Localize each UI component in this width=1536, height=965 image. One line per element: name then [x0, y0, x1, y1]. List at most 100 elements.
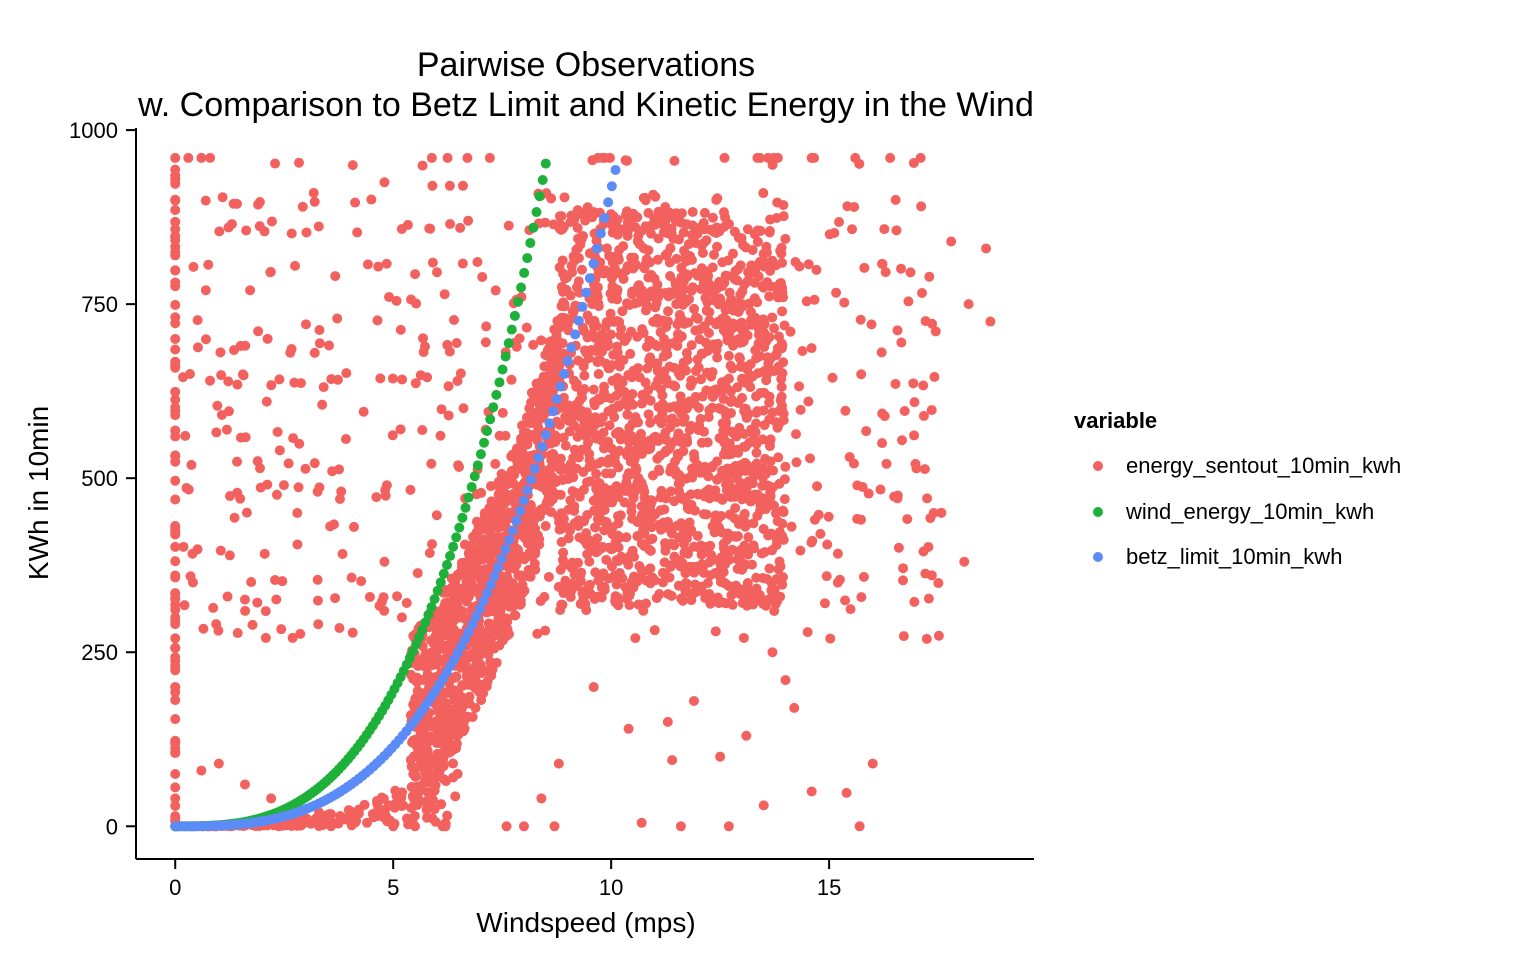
observation-point: [631, 464, 642, 475]
observation-point: [772, 516, 783, 527]
observation-point: [286, 821, 297, 832]
betz-limit-point: [581, 287, 592, 298]
observation-point: [745, 496, 756, 507]
observation-point: [750, 345, 761, 356]
observation-point: [720, 559, 731, 570]
observation-point: [466, 559, 477, 570]
wind-energy-point: [435, 577, 446, 588]
observation-point: [214, 226, 225, 237]
observation-point: [777, 257, 788, 268]
observation-point: [576, 388, 587, 399]
observation-point: [388, 821, 399, 832]
observation-point: [178, 372, 189, 383]
observation-point: [675, 490, 686, 501]
observation-point: [692, 354, 703, 365]
observation-point: [515, 588, 526, 599]
observation-point: [926, 405, 937, 416]
observation-point: [777, 405, 788, 416]
observation-point: [314, 324, 325, 335]
observation-point: [576, 405, 587, 416]
observation-point: [235, 432, 246, 443]
observation-point: [433, 696, 444, 707]
observation-point: [470, 673, 481, 684]
observation-point: [929, 371, 940, 382]
observation-point: [350, 197, 361, 208]
wind-energy-point: [540, 158, 551, 169]
observation-point: [740, 519, 751, 530]
observation-point: [592, 533, 603, 544]
observation-point: [727, 395, 738, 406]
observation-point: [410, 269, 421, 280]
observation-point: [739, 428, 750, 439]
observation-point: [762, 352, 773, 363]
observation-point: [776, 242, 787, 253]
observation-point: [212, 400, 223, 411]
wind-energy-point: [531, 207, 542, 218]
observation-point: [170, 394, 181, 405]
observation-point: [381, 258, 392, 269]
observation-point: [516, 551, 527, 562]
observation-point: [456, 588, 467, 599]
observation-point: [714, 276, 725, 287]
observation-point: [745, 306, 756, 317]
observation-point: [265, 267, 276, 278]
wind-energy-point: [451, 532, 462, 543]
observation-point: [554, 211, 565, 222]
observation-point: [686, 340, 697, 351]
observation-point: [324, 340, 335, 351]
observation-point: [636, 817, 647, 828]
observation-point: [239, 594, 250, 605]
observation-point: [611, 579, 622, 590]
observation-point: [637, 324, 648, 335]
observation-point: [459, 539, 470, 550]
observation-point: [712, 241, 723, 252]
observation-point: [821, 571, 832, 582]
observation-point: [604, 420, 615, 431]
observation-point: [758, 523, 769, 534]
observation-point: [540, 521, 551, 532]
observation-point: [678, 526, 689, 537]
observation-point: [435, 763, 446, 774]
observation-point: [170, 652, 181, 663]
observation-point: [673, 404, 684, 415]
observation-point: [501, 821, 512, 832]
observation-point: [771, 365, 782, 376]
observation-point: [592, 282, 603, 293]
observation-point: [410, 378, 421, 389]
observation-point: [170, 265, 181, 276]
observation-point: [740, 441, 751, 452]
observation-point: [668, 380, 679, 391]
observation-point: [624, 395, 635, 406]
observation-point: [709, 295, 720, 306]
observation-point: [524, 547, 535, 558]
observation-point: [794, 261, 805, 272]
observation-point: [538, 388, 549, 399]
observation-point: [725, 296, 736, 307]
observation-point: [727, 544, 738, 555]
observation-point: [252, 597, 263, 608]
observation-point: [920, 568, 931, 579]
betz-limit-point: [577, 301, 588, 312]
observation-point: [643, 245, 654, 256]
observation-point: [642, 363, 653, 374]
observation-point: [229, 512, 240, 523]
observation-point: [689, 449, 700, 460]
betz-limit-point: [500, 544, 511, 555]
observation-point: [655, 492, 666, 503]
observation-point: [330, 271, 341, 282]
observation-point: [481, 321, 492, 332]
observation-point: [881, 458, 892, 469]
observation-point: [522, 535, 533, 546]
observation-point: [396, 612, 407, 623]
observation-point: [391, 295, 402, 306]
y-tick-label: 0: [106, 814, 118, 839]
observation-point: [567, 486, 578, 497]
observation-point: [743, 532, 754, 543]
observation-point: [689, 303, 700, 314]
observation-point: [619, 336, 630, 347]
observation-point: [752, 489, 763, 500]
observation-point: [497, 407, 508, 418]
observation-point: [632, 441, 643, 452]
observation-point: [963, 299, 974, 310]
observation-point: [761, 574, 772, 585]
